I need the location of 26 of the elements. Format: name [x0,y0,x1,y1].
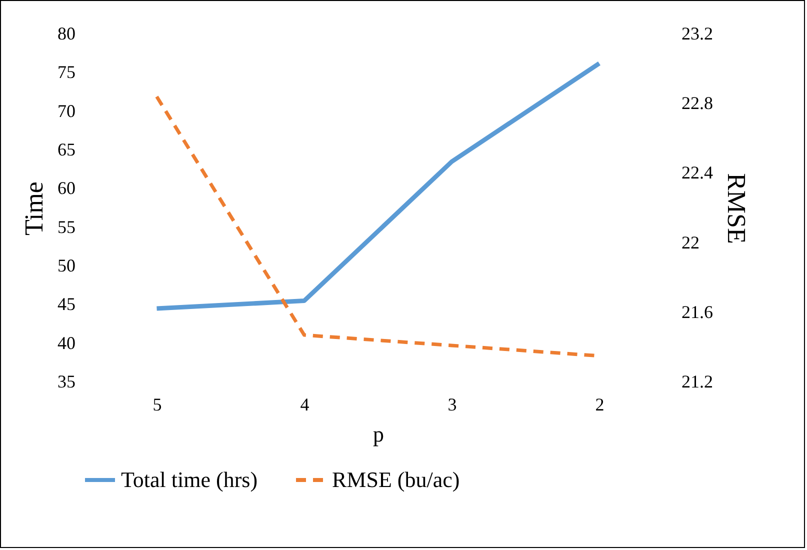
x-tick-label: 4 [300,394,310,414]
y2-tick-label: 23.2 [682,24,713,44]
y-axis-title: Time [20,182,48,236]
x-tick-label: 3 [448,394,457,414]
y-tick-label: 60 [58,178,76,198]
y-tick-label: 45 [58,294,76,314]
y-tick-label: 65 [58,140,76,160]
y-tick-label: 80 [58,24,76,44]
x-axis-title: p [373,422,384,446]
y-tick-label: 35 [58,372,76,392]
y2-tick-label: 22.8 [682,93,713,114]
x-tick-label: 2 [595,394,604,414]
y-tick-label: 70 [58,100,76,121]
y-tick-label: 50 [58,256,76,276]
legend-label: RMSE (bu/ac) [332,467,460,492]
y-tick-label: 55 [58,216,76,237]
x-tick-label: 5 [152,394,162,414]
y2-tick-label: 22.4 [682,162,713,183]
line-series [154,61,602,311]
y-tick-label: 75 [58,62,76,82]
legend-label: Total time (hrs) [121,467,258,492]
y2-tick-label: 21.2 [682,372,713,392]
y2-tick-label: 22 [682,232,700,252]
y2-tick-label: 21.6 [682,302,713,322]
y-tick-label: 40 [58,332,76,353]
y2-axis-title: RMSE [722,173,751,244]
